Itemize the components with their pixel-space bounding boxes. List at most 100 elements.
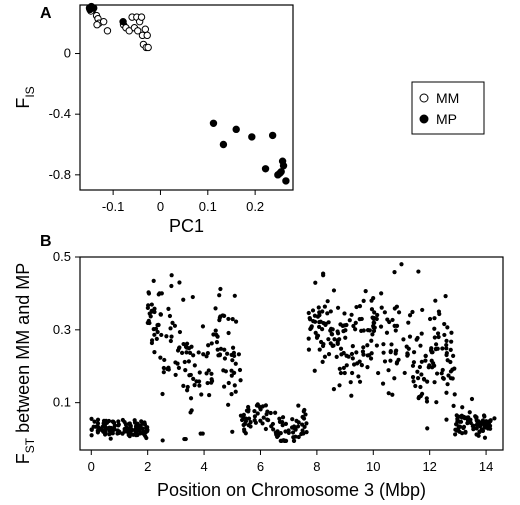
panel-b-point [467,410,472,415]
panel-b-point [444,338,449,343]
panel-b-point [359,363,364,368]
panel-b-ytick-label: 0.5 [53,249,71,264]
panel-b-point [440,346,445,351]
panel-b-point [396,310,402,315]
panel-b-point [492,416,497,421]
panel-b-point [444,350,449,356]
panel-b-point [386,368,391,373]
panel-b-point [161,370,166,375]
panel-b-point [127,434,132,439]
panel-a-point-mp [261,165,270,173]
panel-b-point [151,327,156,332]
panel-b-point [261,415,266,420]
panel-b-point [185,384,190,390]
panel-b-point [264,412,269,417]
panel-b-point [161,365,166,371]
panel-b-ylabel-sub: ST [23,437,37,453]
panel-b-point [283,421,289,426]
panel-b-point [181,297,186,302]
panel-b-point [108,431,113,436]
panel-b-point [440,367,445,373]
panel-b-point [419,331,424,336]
panel-b-point [455,419,460,424]
panel-b-point [460,431,465,436]
panel-b-point [363,289,368,294]
panel-b-point [226,380,231,386]
panel-b-point [192,363,197,368]
panel-b-point [236,352,241,357]
panel-b-point [353,327,358,332]
panel-b-point [142,422,148,427]
panel-b-point [416,394,422,400]
panel-b-point [396,357,401,362]
panel-a-point-mp [209,119,218,127]
panel-b-point [381,342,386,347]
panel-b-point [404,344,409,349]
panel-b-point [335,305,341,310]
panel-b-point [453,427,458,432]
panel-b-point [155,329,160,335]
panel-b-point [368,356,374,361]
panel-b-point [168,338,173,344]
panel-b-point [116,422,121,427]
panel-b-point [388,358,393,363]
panel-b-point [481,413,487,418]
panel-b-point [206,368,211,373]
panel-b-point [325,299,330,304]
panel-b-point [442,321,447,327]
panel-b-point [229,373,234,378]
panel-b-point [369,298,374,303]
panel-b-point [223,369,228,374]
panel-b-point [140,426,145,431]
panel-b-point [365,353,370,358]
panel-b-point [273,410,278,415]
panel-b-point [444,417,449,422]
panel-b-point [465,418,471,423]
legend-box [411,81,485,135]
panel-b-point [188,372,193,378]
panel-a-xtick-label: 0 [157,199,164,214]
panel-a-letter: A [40,5,52,22]
panel-b-point [205,380,210,386]
panel-b-point [469,396,475,402]
panel-b-point [399,262,404,267]
panel-b-point [211,332,216,337]
panel-b-point [392,323,397,328]
panel-b-point [291,438,297,443]
panel-b-point [369,307,375,312]
panel-b-point [183,436,188,442]
panel-b-point [313,280,318,285]
panel-b-point [381,350,386,355]
panel-b-point [415,369,420,374]
panel-b-point [444,346,449,351]
panel-b-point [432,380,437,385]
panel-b-point [350,343,355,349]
panel-b-point [311,319,316,324]
panel-b-point [411,379,416,384]
panel-b-point [357,304,363,309]
panel-a-legend: MM MP [411,81,485,135]
panel-b-point [422,377,427,382]
panel-b-point [349,312,354,317]
panel-b-xtick-label: 8 [313,459,320,474]
panel-b-point [166,306,171,312]
panel-b-point [172,323,178,328]
panel-b-point [405,352,410,357]
panel-b-point [182,359,187,365]
panel-b-point [445,325,450,330]
panel-b-point [160,438,165,443]
legend-label-mm: MM [436,90,459,106]
panel-b-point [480,420,485,426]
panel-b-point [427,363,432,368]
panel-b-point [407,334,413,339]
panel-b-point [435,371,440,376]
panel-b-point [154,336,159,341]
panel-b-point [382,359,388,364]
panel-b-point [448,369,454,374]
panel-b-point [120,431,125,436]
panel-b-point [146,290,151,295]
panel-b-point [146,303,151,308]
panel-b-point [191,353,196,358]
panel-b-point [308,326,313,332]
panel-a-point-mp [119,17,127,26]
